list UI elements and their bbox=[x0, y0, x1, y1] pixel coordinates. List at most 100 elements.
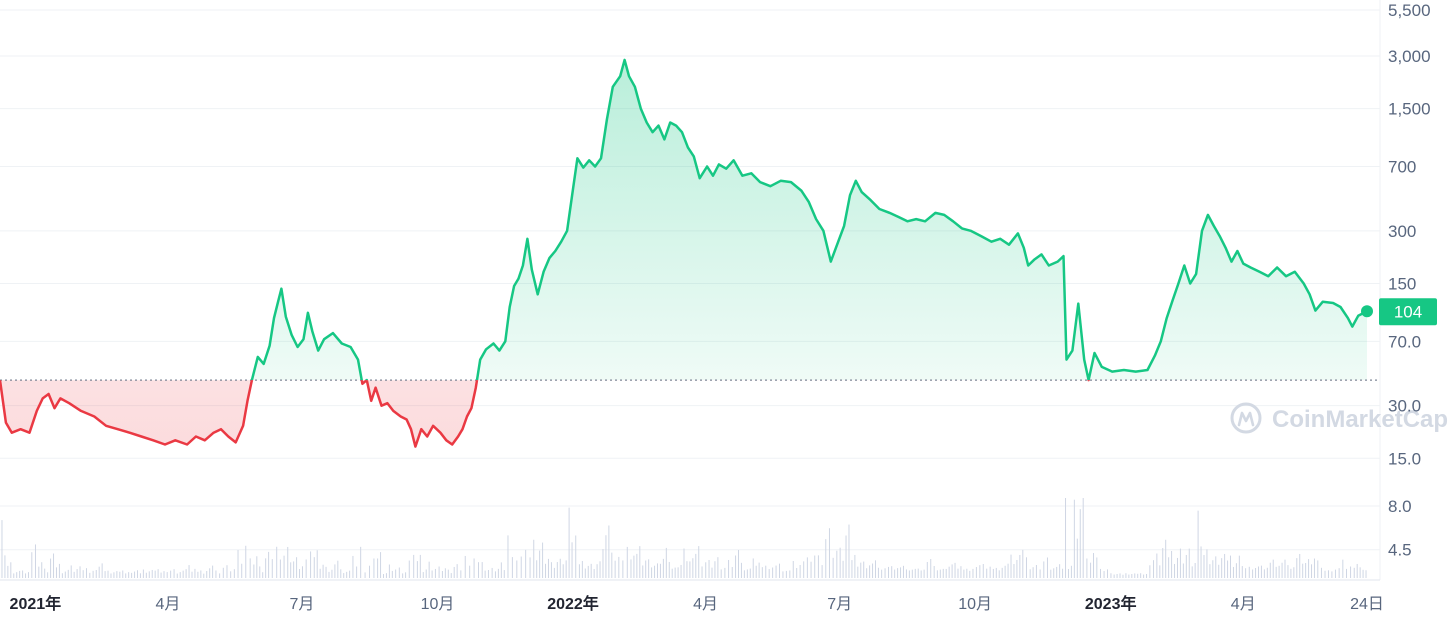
volume-bar bbox=[520, 556, 522, 578]
volume-bar bbox=[1122, 574, 1124, 578]
volume-bar bbox=[340, 569, 342, 578]
volume-bar bbox=[836, 550, 838, 578]
volume-bar bbox=[1056, 566, 1058, 578]
volume-bar bbox=[22, 570, 24, 578]
volume-bar bbox=[891, 566, 893, 578]
volume-bar bbox=[779, 563, 781, 578]
y-tick-label: 4.5 bbox=[1388, 541, 1412, 560]
volume-bar bbox=[897, 568, 899, 578]
volume-bar bbox=[659, 563, 661, 578]
volume-bar bbox=[425, 569, 427, 578]
volume-bar bbox=[749, 568, 751, 578]
volume-bar bbox=[825, 539, 827, 578]
volume-bar bbox=[717, 557, 719, 578]
volume-bar bbox=[755, 565, 757, 578]
volume-bar bbox=[160, 572, 162, 578]
volume-bar bbox=[469, 565, 471, 578]
x-tick-label: 7月 bbox=[290, 596, 315, 613]
volume-bar bbox=[385, 573, 387, 578]
volume-bar bbox=[1168, 557, 1170, 578]
volume-bar bbox=[1252, 569, 1254, 578]
volume-bar bbox=[743, 570, 745, 578]
volume-bar bbox=[578, 564, 580, 578]
volume-bar bbox=[1257, 566, 1259, 578]
volume-bar bbox=[1079, 509, 1081, 578]
volume-bar bbox=[1156, 553, 1158, 578]
volume-bar bbox=[283, 555, 285, 578]
volume-bar bbox=[1224, 553, 1226, 578]
x-tick-label: 24日 bbox=[1350, 596, 1384, 613]
volume-bar bbox=[828, 528, 830, 578]
volume-bar bbox=[633, 555, 635, 578]
volume-bar bbox=[639, 546, 641, 578]
volume-bar bbox=[226, 565, 228, 578]
x-tick-label: 4月 bbox=[693, 596, 718, 613]
volume-bar bbox=[1194, 562, 1196, 578]
volume-bar bbox=[1311, 564, 1313, 578]
volume-bar bbox=[1043, 561, 1045, 578]
volume-bar bbox=[431, 570, 433, 578]
volume-bar bbox=[602, 549, 604, 578]
volume-bar bbox=[972, 568, 974, 578]
volume-bar bbox=[1171, 550, 1173, 578]
volume-bar bbox=[1131, 573, 1133, 578]
volume-bar bbox=[575, 535, 577, 578]
volume-bar bbox=[869, 565, 871, 578]
volume-bar bbox=[377, 558, 379, 578]
volume-bar bbox=[1073, 499, 1075, 578]
volume-bar bbox=[654, 565, 656, 578]
volume-bar bbox=[545, 563, 547, 578]
y-tick-label: 8.0 bbox=[1388, 497, 1412, 516]
volume-bar bbox=[279, 559, 281, 578]
volume-bar bbox=[113, 572, 115, 578]
volume-bar bbox=[724, 567, 726, 578]
watermark: CoinMarketCap bbox=[1230, 402, 1448, 434]
volume-bar bbox=[1338, 568, 1340, 578]
volume-bar bbox=[145, 572, 147, 578]
volume-bar bbox=[775, 565, 777, 578]
volume-bar bbox=[772, 567, 774, 578]
volume-bar bbox=[1100, 568, 1102, 578]
volume-bar bbox=[1350, 566, 1352, 578]
volume-bar bbox=[917, 568, 919, 578]
volume-bar bbox=[1070, 565, 1072, 578]
volume-bar bbox=[134, 571, 136, 578]
y-tick-label: 150 bbox=[1388, 274, 1416, 293]
volume-bar bbox=[926, 561, 928, 578]
volume-bar bbox=[107, 570, 109, 578]
volume-bar bbox=[206, 570, 208, 578]
volume-bar bbox=[701, 566, 703, 578]
area-fill-up bbox=[0, 59, 1367, 381]
current-price-dot[interactable] bbox=[1361, 305, 1373, 318]
volume-bar bbox=[608, 525, 610, 578]
volume-bar bbox=[1238, 555, 1240, 578]
volume-bar bbox=[1362, 569, 1364, 578]
volume-bar bbox=[765, 565, 767, 578]
volume-bar bbox=[1209, 564, 1211, 578]
volume-bar bbox=[1153, 560, 1155, 578]
volume-bar bbox=[645, 560, 647, 578]
volume-bar bbox=[948, 566, 950, 578]
volume-bar bbox=[334, 564, 336, 578]
price-line-up[interactable] bbox=[0, 58, 1368, 447]
volume-bar bbox=[1305, 562, 1307, 578]
volume-bar bbox=[1313, 558, 1315, 578]
volume-bar bbox=[1227, 560, 1229, 578]
volume-bar bbox=[857, 566, 859, 578]
volume-bar bbox=[1212, 560, 1214, 578]
volume-bar bbox=[511, 557, 513, 578]
volume-bar bbox=[728, 559, 730, 578]
volume-bar bbox=[539, 550, 541, 578]
volume-bar bbox=[413, 554, 415, 578]
volume-bar bbox=[789, 570, 791, 578]
price-line[interactable] bbox=[0, 58, 1368, 448]
volume-bar bbox=[768, 569, 770, 578]
volume-bar bbox=[92, 570, 94, 578]
volume-bar bbox=[460, 570, 462, 578]
y-tick-label: 5,500 bbox=[1388, 1, 1431, 20]
volume-bar bbox=[179, 572, 181, 578]
volume-bar bbox=[1197, 510, 1199, 578]
volume-bar bbox=[154, 570, 156, 578]
